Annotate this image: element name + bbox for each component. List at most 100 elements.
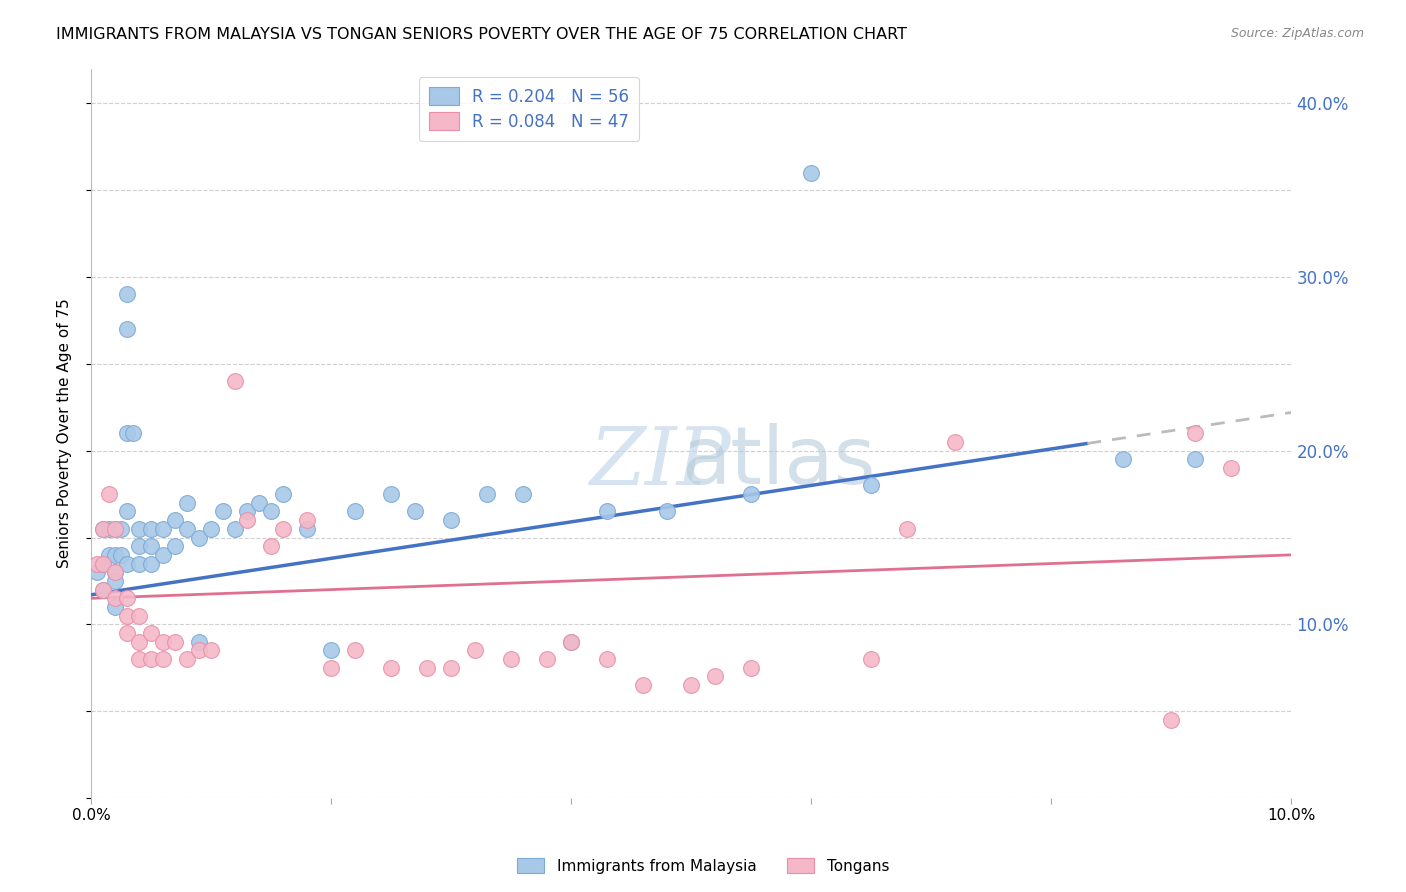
Point [104, 548, 127, 562]
Point [560, 634, 582, 648]
Point [657, 504, 679, 518]
Point [104, 566, 127, 580]
Point [115, 426, 138, 441]
Point [260, 539, 283, 553]
Point [152, 548, 174, 562]
Point [1184, 426, 1206, 441]
Point [152, 634, 174, 648]
Point [800, 166, 823, 180]
Point [152, 522, 174, 536]
Point [501, 652, 523, 666]
Point [139, 652, 162, 666]
Point [475, 487, 498, 501]
Point [560, 634, 582, 648]
Point [295, 522, 318, 536]
Point [188, 643, 211, 657]
Point [271, 522, 294, 536]
Point [344, 504, 367, 518]
Point [1220, 461, 1243, 475]
Point [224, 522, 246, 536]
Point [319, 643, 342, 657]
Point [596, 652, 619, 666]
Point [380, 487, 402, 501]
Point [104, 591, 127, 606]
Point [115, 626, 138, 640]
Point [97, 487, 120, 501]
Point [860, 478, 883, 492]
Point [596, 504, 619, 518]
Point [104, 522, 127, 536]
Point [404, 504, 426, 518]
Point [163, 634, 186, 648]
Point [115, 322, 138, 336]
Point [91, 582, 114, 597]
Point [200, 522, 222, 536]
Text: ZIPatlas: ZIPatlas [589, 424, 907, 501]
Point [295, 513, 318, 527]
Point [440, 661, 463, 675]
Point [236, 513, 259, 527]
Point [139, 522, 162, 536]
Point [104, 566, 127, 580]
Point [128, 634, 150, 648]
Point [104, 522, 127, 536]
Point [860, 652, 883, 666]
Point [128, 652, 150, 666]
Point [271, 487, 294, 501]
Point [247, 496, 270, 510]
Point [344, 643, 367, 657]
Point [1160, 713, 1182, 727]
Text: ZIP: ZIP [589, 424, 731, 501]
Point [139, 626, 162, 640]
Point [86, 566, 108, 580]
Point [110, 522, 132, 536]
Point [896, 522, 918, 536]
Point [681, 678, 703, 692]
Point [91, 522, 114, 536]
Point [464, 643, 486, 657]
Point [188, 531, 211, 545]
Point [319, 661, 342, 675]
Point [128, 522, 150, 536]
Point [97, 522, 120, 536]
Legend: Immigrants from Malaysia, Tongans: Immigrants from Malaysia, Tongans [510, 852, 896, 880]
Point [704, 669, 727, 683]
Point [122, 426, 145, 441]
Point [115, 591, 138, 606]
Point [943, 434, 966, 449]
Point [91, 557, 114, 571]
Point [128, 608, 150, 623]
Point [110, 548, 132, 562]
Point [512, 487, 534, 501]
Y-axis label: Seniors Poverty Over the Age of 75: Seniors Poverty Over the Age of 75 [58, 299, 72, 568]
Point [91, 557, 114, 571]
Point [163, 513, 186, 527]
Point [176, 652, 198, 666]
Point [416, 661, 439, 675]
Point [86, 557, 108, 571]
Point [212, 504, 235, 518]
Point [440, 513, 463, 527]
Text: Source: ZipAtlas.com: Source: ZipAtlas.com [1230, 27, 1364, 40]
Point [260, 504, 283, 518]
Text: IMMIGRANTS FROM MALAYSIA VS TONGAN SENIORS POVERTY OVER THE AGE OF 75 CORRELATIO: IMMIGRANTS FROM MALAYSIA VS TONGAN SENIO… [56, 27, 907, 42]
Point [91, 522, 114, 536]
Point [176, 496, 198, 510]
Legend: R = 0.204   N = 56, R = 0.084   N = 47: R = 0.204 N = 56, R = 0.084 N = 47 [419, 77, 640, 141]
Point [1112, 452, 1135, 467]
Point [128, 539, 150, 553]
Text: atlas: atlas [682, 424, 876, 501]
Point [115, 504, 138, 518]
Point [740, 487, 762, 501]
Point [740, 661, 762, 675]
Point [115, 287, 138, 301]
Point [536, 652, 558, 666]
Point [188, 634, 211, 648]
Point [224, 374, 246, 388]
Point [115, 557, 138, 571]
Point [104, 599, 127, 614]
Point [1184, 452, 1206, 467]
Point [200, 643, 222, 657]
Point [139, 539, 162, 553]
Point [152, 652, 174, 666]
